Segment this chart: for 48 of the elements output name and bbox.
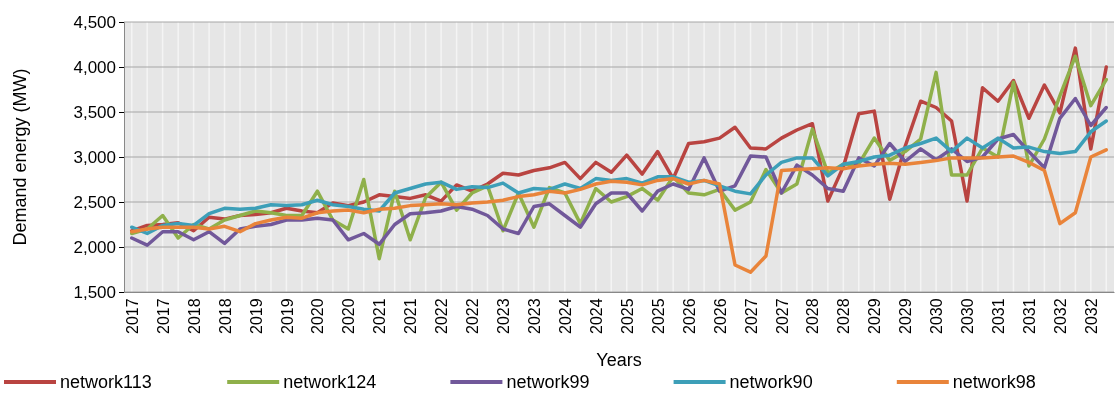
line-series	[129, 119, 1109, 236]
x-tick-label: 2030	[928, 298, 946, 334]
legend-label: network113	[60, 372, 152, 392]
x-tick-label: 2032	[1082, 298, 1100, 334]
x-axis-title: Years	[596, 350, 642, 370]
legend-label: network98	[952, 372, 1036, 392]
x-tick-label: 2027	[742, 298, 760, 334]
x-tick-label: 2022	[464, 298, 482, 334]
x-tick-label: 2019	[278, 298, 296, 334]
line-series	[129, 148, 1109, 274]
y-axis-title: Demand energy (MW)	[10, 68, 30, 246]
x-tick-label: 2028	[804, 298, 822, 334]
x-tick-label: 2018	[185, 298, 203, 334]
x-tick-label: 2030	[959, 298, 977, 334]
legend-label: network124	[283, 372, 377, 392]
y-tick-label: 1,500	[73, 282, 116, 302]
x-tick-label: 2021	[371, 298, 389, 334]
x-tick-label: 2032	[1051, 298, 1069, 334]
x-tick-label: 2018	[216, 298, 234, 334]
y-tick-label: 4,000	[73, 57, 116, 77]
x-tick-label: 2024	[587, 298, 605, 334]
legend-label: network90	[729, 372, 813, 392]
x-tick-label: 2029	[897, 298, 915, 334]
x-tick-label: 2017	[123, 298, 141, 334]
legend-label: network99	[506, 372, 590, 392]
y-tick-label: 3,000	[73, 147, 116, 167]
x-tick-label: 2020	[309, 298, 327, 334]
x-tick-label: 2024	[556, 298, 574, 334]
y-tick-label: 2,000	[73, 237, 116, 257]
x-tick-label: 2021	[402, 298, 420, 334]
x-tick-label: 2023	[526, 298, 544, 334]
y-tick-label: 3,500	[73, 102, 116, 122]
x-tick-label: 2029	[866, 298, 884, 334]
y-tick-label: 4,500	[73, 12, 116, 32]
x-tick-label: 2031	[1021, 298, 1039, 334]
x-tick-label: 2025	[649, 298, 667, 334]
x-tick-label: 2025	[618, 298, 636, 334]
x-tick-label: 2026	[711, 298, 729, 334]
x-tick-label: 2027	[773, 298, 791, 334]
x-tick-label: 2023	[495, 298, 513, 334]
x-tick-label: 2017	[154, 298, 172, 334]
x-tick-label: 2022	[433, 298, 451, 334]
x-tick-label: 2028	[835, 298, 853, 334]
y-tick-label: 2,500	[73, 192, 116, 212]
x-tick-label: 2020	[340, 298, 358, 334]
x-tick-label: 2019	[247, 298, 265, 334]
x-tick-label: 2031	[990, 298, 1008, 334]
x-tick-label: 2026	[680, 298, 698, 334]
